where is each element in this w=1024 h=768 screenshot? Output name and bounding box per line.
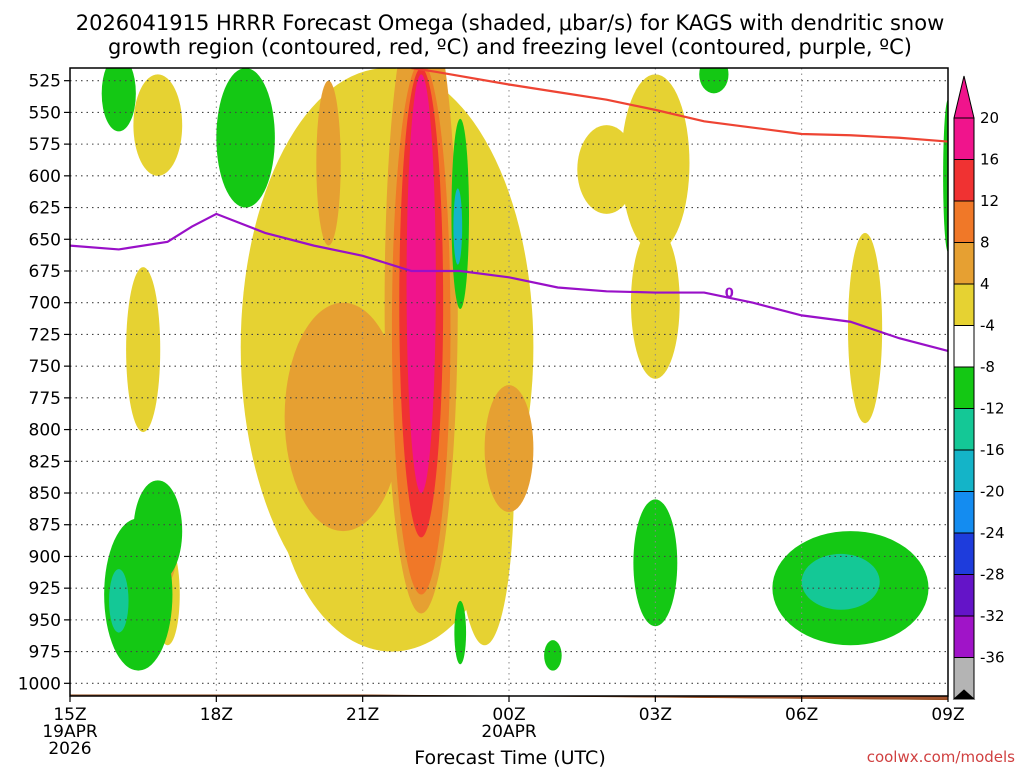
omega-region-7 xyxy=(621,74,690,252)
y-tick-label-1000: 1000 xyxy=(18,674,61,694)
chart-title-line-2: growth region (contoured, red, ºC) and f… xyxy=(108,35,912,59)
dgz-contour-line xyxy=(411,68,948,143)
x-tick-label-03Z: 03Z xyxy=(639,705,672,725)
x-tick-label-06Z: 06Z xyxy=(785,705,818,725)
colorbar-label-12: -32 xyxy=(980,607,1005,625)
omega-region-0 xyxy=(133,74,183,176)
omega-region-8 xyxy=(630,226,680,379)
colorbar-label-13: -36 xyxy=(980,649,1005,667)
colorbar-swatch-4 xyxy=(953,283,975,326)
y-tick-label-825: 825 xyxy=(29,452,61,472)
colorbar-label-7: -12 xyxy=(980,400,1005,418)
y-tick-label-675: 675 xyxy=(29,262,61,282)
omega-region-12 xyxy=(284,302,402,532)
omega-region-25 xyxy=(544,640,562,671)
colorbar-label-6: -8 xyxy=(980,358,995,376)
y-tick-label-725: 725 xyxy=(29,325,61,345)
y-tick-label-975: 975 xyxy=(29,643,61,663)
y-tick-label-925: 925 xyxy=(29,579,61,599)
colorbar-swatch-5 xyxy=(953,325,975,368)
x-tick-label-18Z: 18Z xyxy=(200,705,233,725)
colorbar-swatch-9 xyxy=(953,491,975,534)
y-tick-label-850: 850 xyxy=(29,484,61,504)
omega-region-11 xyxy=(316,80,341,246)
colorbar-label-5: -4 xyxy=(980,317,995,335)
colorbar-top-arrow xyxy=(953,75,975,119)
colorbar-swatch-10 xyxy=(953,532,975,575)
colorbar: 20 16 12 8 4 -4 -8 -12 -16 -20 -24 -28 -32 -36 xyxy=(952,75,1005,700)
colorbar-label-4: 4 xyxy=(980,275,990,293)
omega-region-20 xyxy=(216,68,275,208)
omega-region-10 xyxy=(577,125,636,214)
colorbar-label-10: -24 xyxy=(980,524,1005,542)
x-tick-label-15Z: 15Z xyxy=(53,705,86,725)
colorbar-swatch-8 xyxy=(953,449,975,492)
omega-region-19 xyxy=(101,68,136,132)
colorbar-label-0: 20 xyxy=(980,109,999,127)
y-tick-label-950: 950 xyxy=(29,611,61,631)
omega-region-28 xyxy=(699,68,729,94)
y-tick-label-750: 750 xyxy=(29,357,61,377)
freezing-level-line xyxy=(69,212,949,352)
colorbar-label-1: 16 xyxy=(980,151,999,169)
y-tick-label-600: 600 xyxy=(29,167,61,187)
x-tick-label-00Z: 00Z xyxy=(492,705,525,725)
omega-region-24 xyxy=(454,600,467,665)
omega-shaded-field xyxy=(101,68,948,671)
chart-title-line-1: 2026041915 HRRR Forecast Omega (shaded, … xyxy=(76,11,945,35)
omega-region-31 xyxy=(801,553,880,610)
omega-region-22 xyxy=(133,480,183,582)
x-tick-label-21Z: 21Z xyxy=(346,705,379,725)
colorbar-label-3: 8 xyxy=(980,234,990,252)
y-axis: 525 550 575 600 625 650 675 700 725 750 775 800 825 8… xyxy=(18,72,70,694)
omega-region-26 xyxy=(633,499,678,627)
omega-region-32 xyxy=(453,188,463,265)
omega-region-9 xyxy=(848,232,883,424)
y-tick-label-875: 875 xyxy=(29,516,61,536)
y-tick-label-525: 525 xyxy=(29,72,61,92)
dendritic-growth-contour xyxy=(411,68,948,143)
y-tick-label-625: 625 xyxy=(29,199,61,219)
omega-region-18 xyxy=(406,74,436,494)
y-tick-label-550: 550 xyxy=(29,103,61,123)
colorbar-swatch-3 xyxy=(953,242,975,285)
colorbar-swatch-2 xyxy=(953,200,975,243)
x-tick-year-15Z: 2026 xyxy=(48,739,91,759)
x-axis-label: Forecast Time (UTC) xyxy=(414,747,605,768)
grid-lines xyxy=(69,68,949,696)
colorbar-swatch-0 xyxy=(953,117,975,160)
omega-region-30 xyxy=(109,569,129,633)
colorbar-bottom-arrow xyxy=(952,689,976,700)
x-tick-date-15Z: 19APR xyxy=(42,722,98,742)
omega-region-1 xyxy=(126,267,161,433)
credit-text: coolwx.com/models xyxy=(867,748,1015,766)
freezing-level-label: 0 xyxy=(725,287,734,302)
colorbar-label-9: -20 xyxy=(980,483,1005,501)
y-tick-label-650: 650 xyxy=(29,230,61,250)
colorbar-swatch-1 xyxy=(953,159,975,202)
y-tick-label-700: 700 xyxy=(29,294,61,314)
colorbar-swatch-7 xyxy=(953,408,975,451)
y-tick-label-775: 775 xyxy=(29,389,61,409)
colorbar-swatch-12 xyxy=(953,615,975,658)
x-tick-label-09Z: 09Z xyxy=(931,705,964,725)
colorbar-label-11: -28 xyxy=(980,566,1005,584)
freezing-level-contour: 0 xyxy=(69,212,949,352)
colorbar-label-8: -16 xyxy=(980,441,1005,459)
y-tick-label-800: 800 xyxy=(29,421,61,441)
y-tick-label-900: 900 xyxy=(29,547,61,567)
colorbar-label-2: 12 xyxy=(980,192,999,210)
x-tick-date-00Z: 20APR xyxy=(481,722,537,742)
y-tick-label-575: 575 xyxy=(29,135,61,155)
colorbar-swatch-6 xyxy=(953,366,975,409)
colorbar-swatch-11 xyxy=(953,574,975,617)
